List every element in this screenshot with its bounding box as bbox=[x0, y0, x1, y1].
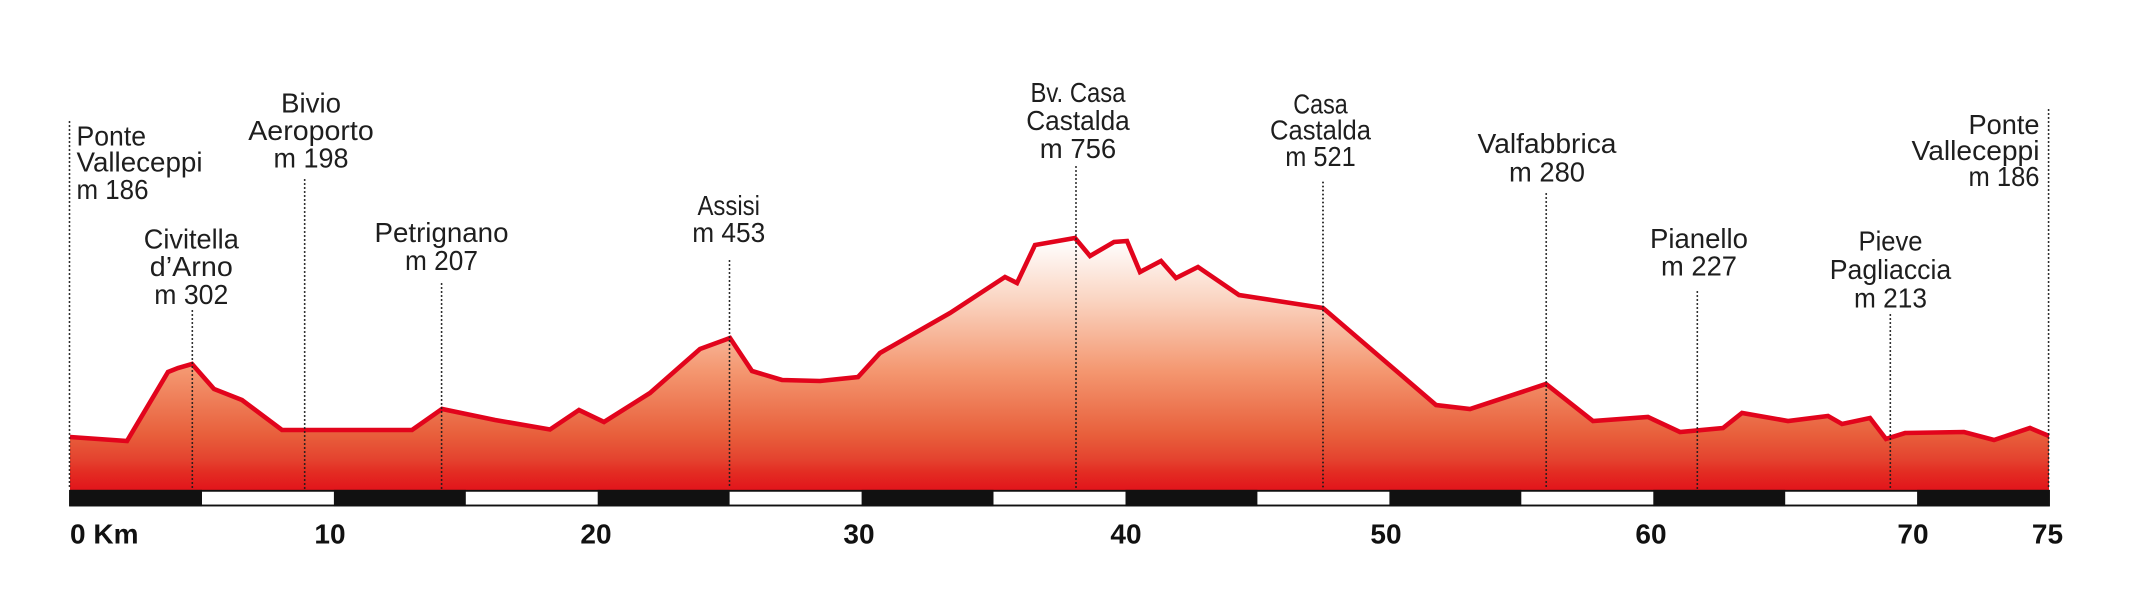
svg-text:Valleceppi: Valleceppi bbox=[1912, 135, 2040, 166]
svg-text:Casa: Casa bbox=[1293, 89, 1348, 120]
svg-text:20: 20 bbox=[580, 519, 611, 550]
svg-text:Pieve: Pieve bbox=[1859, 226, 1923, 257]
svg-text:m 453: m 453 bbox=[692, 217, 765, 248]
svg-text:Castalda: Castalda bbox=[1026, 105, 1130, 136]
svg-text:0 Km: 0 Km bbox=[70, 519, 138, 550]
svg-text:m 207: m 207 bbox=[405, 245, 478, 276]
svg-text:30: 30 bbox=[843, 519, 874, 550]
svg-text:50: 50 bbox=[1370, 519, 1401, 550]
svg-text:60: 60 bbox=[1635, 519, 1666, 550]
svg-text:70: 70 bbox=[1897, 519, 1928, 550]
svg-text:m 280: m 280 bbox=[1509, 156, 1585, 187]
svg-text:m 227: m 227 bbox=[1661, 250, 1737, 281]
svg-text:Pianello: Pianello bbox=[1650, 223, 1748, 254]
svg-text:Valfabbrica: Valfabbrica bbox=[1478, 128, 1617, 159]
svg-text:m 186: m 186 bbox=[1969, 161, 2040, 192]
svg-text:Petrignano: Petrignano bbox=[375, 217, 509, 248]
svg-text:m 198: m 198 bbox=[274, 143, 349, 174]
svg-text:m 302: m 302 bbox=[154, 279, 228, 310]
svg-text:m 756: m 756 bbox=[1040, 133, 1117, 164]
svg-text:Aeroporto: Aeroporto bbox=[248, 115, 374, 146]
svg-text:m 186: m 186 bbox=[77, 174, 149, 205]
svg-text:10: 10 bbox=[314, 519, 345, 550]
svg-text:Assisi: Assisi bbox=[697, 190, 760, 221]
svg-text:m 521: m 521 bbox=[1285, 141, 1356, 172]
svg-text:Pagliaccia: Pagliaccia bbox=[1830, 254, 1952, 285]
svg-text:d’Arno: d’Arno bbox=[150, 251, 233, 282]
svg-text:Civitella: Civitella bbox=[144, 224, 239, 255]
svg-text:m 213: m 213 bbox=[1854, 282, 1927, 313]
svg-text:Castalda: Castalda bbox=[1270, 114, 1371, 145]
svg-text:Ponte: Ponte bbox=[77, 121, 147, 152]
svg-text:40: 40 bbox=[1110, 519, 1141, 550]
svg-text:Ponte: Ponte bbox=[1969, 109, 2040, 140]
svg-text:Bivio: Bivio bbox=[281, 88, 341, 119]
svg-text:75: 75 bbox=[2032, 519, 2063, 550]
svg-text:Valleceppi: Valleceppi bbox=[77, 147, 203, 178]
svg-text:Bv. Casa: Bv. Casa bbox=[1031, 77, 1126, 108]
